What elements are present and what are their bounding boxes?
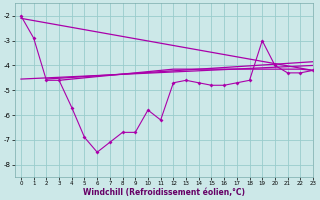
X-axis label: Windchill (Refroidissement éolien,°C): Windchill (Refroidissement éolien,°C) (83, 188, 245, 197)
